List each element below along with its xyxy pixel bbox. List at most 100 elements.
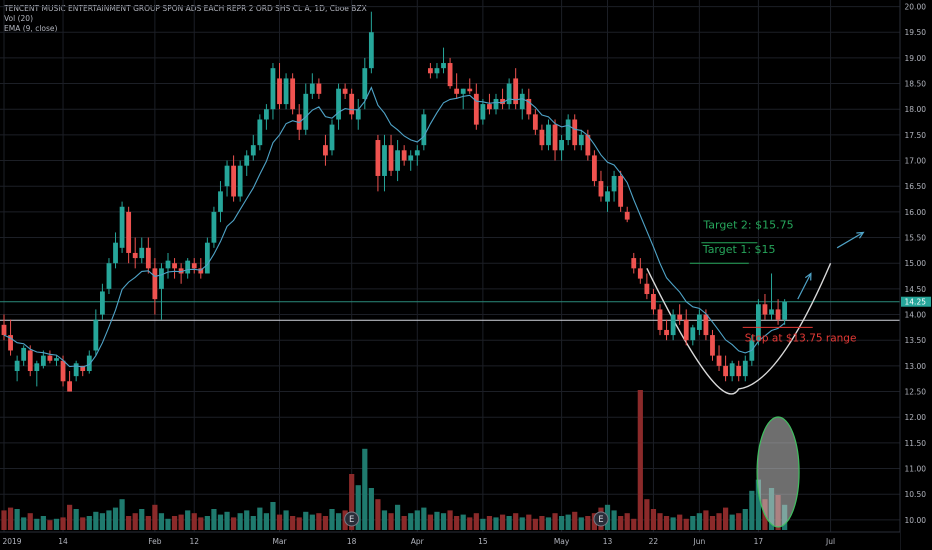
candle	[670, 309, 676, 341]
arrow-to-target1-head	[804, 272, 812, 281]
candle-body	[264, 109, 269, 120]
candle-body	[388, 145, 394, 171]
candle	[152, 258, 158, 315]
candle	[14, 355, 20, 382]
candle-body	[257, 119, 263, 146]
ema-indicator-label[interactable]: EMA (9, close)	[4, 24, 58, 33]
candle-body	[401, 150, 407, 161]
earnings-marker	[593, 511, 609, 527]
volume-bar	[145, 516, 151, 530]
candle	[27, 345, 33, 377]
candle-body	[493, 98, 499, 110]
candle	[244, 150, 250, 176]
annotations[interactable]: Target 2: $15.75 Target 1: $15 Stop at $13…	[689, 219, 865, 345]
volume-bar	[368, 488, 374, 530]
candle	[336, 83, 341, 130]
candle-body	[119, 206, 125, 248]
last-price-badge	[901, 296, 931, 307]
target1-label: Target 1: $15	[702, 243, 776, 256]
candle	[80, 365, 86, 377]
candle-body	[152, 268, 158, 300]
price-tick-label: 12.50	[905, 388, 927, 397]
candle	[637, 258, 643, 284]
candle-body	[204, 242, 210, 274]
candle	[303, 83, 309, 135]
volume-bar	[401, 516, 407, 530]
volume-bar	[709, 516, 716, 530]
price-tick-label: 18.00	[905, 105, 927, 114]
candle-body	[132, 252, 138, 259]
volume-highlight[interactable]	[756, 416, 800, 528]
candle	[723, 355, 728, 382]
candle	[1, 314, 7, 341]
candle-body	[696, 314, 702, 330]
candle-body	[86, 355, 92, 372]
candle-body	[762, 304, 768, 315]
candle-body	[519, 93, 525, 110]
candle	[552, 119, 558, 161]
candle-body	[782, 301, 788, 320]
candle	[375, 134, 381, 192]
volume-bar	[519, 517, 525, 530]
candle	[290, 73, 296, 115]
volume-bar	[729, 514, 735, 530]
volume-bar	[93, 511, 99, 530]
candle	[473, 83, 479, 130]
candle	[447, 57, 453, 89]
candle-body	[506, 83, 512, 105]
horizontal-levels[interactable]	[0, 301, 900, 321]
time-axis[interactable]: 2019 14 Feb 12 Mar 18 Apr 15 May 13 22 Jun 17 Jul	[0, 531, 900, 550]
candle-body	[441, 63, 446, 69]
candle-body	[309, 83, 315, 94]
candle-body	[145, 247, 151, 269]
volume-bar	[158, 513, 165, 530]
candle-body	[54, 358, 59, 361]
time-tick-label: 18	[347, 537, 357, 546]
price-tick-label: 12.00	[905, 413, 927, 422]
time-tick-label: Jul	[825, 537, 835, 546]
candle-body	[349, 93, 355, 115]
candle	[264, 104, 269, 130]
symbol-title[interactable]: TENCENT MUSIC ENTERTAINMENT GROUP SPON A…	[4, 4, 367, 13]
candle-body	[624, 211, 630, 220]
candle-body	[34, 363, 40, 372]
price-axis[interactable]: 20.00 19.50 19.00 18.50 18.00 17.50 17.00 16.50…	[899, 0, 932, 550]
candle	[526, 88, 532, 120]
candle	[119, 201, 125, 253]
candle-body	[244, 155, 250, 166]
candle-body	[565, 119, 571, 141]
candle-body	[605, 191, 610, 202]
candle	[592, 150, 597, 187]
volume-indicator-label[interactable]: Vol (20)	[4, 14, 34, 23]
candle	[578, 129, 584, 151]
volume-bar	[349, 474, 355, 530]
volume-bar	[755, 479, 761, 530]
candle-body	[408, 155, 414, 161]
candle	[487, 93, 492, 115]
candle-body	[428, 68, 433, 74]
price-tick-label: 17.50	[905, 131, 927, 140]
candle-body	[211, 211, 217, 243]
candle-body	[664, 329, 669, 336]
volume-bar	[276, 514, 283, 530]
candle-body	[467, 88, 473, 92]
candle	[21, 345, 27, 366]
candle	[651, 288, 656, 315]
candle	[454, 73, 460, 99]
volume-bar	[657, 513, 663, 530]
candle	[237, 160, 243, 202]
candle-body	[1, 324, 7, 336]
volume-bar	[440, 513, 447, 530]
candle	[736, 360, 742, 382]
volume-bar	[454, 516, 460, 530]
stop-label: Stop at $13.75 range	[745, 332, 857, 344]
candle-body	[14, 360, 20, 372]
price-tick-label: 16.00	[905, 208, 927, 217]
target2-label: Target 2: $15.75	[702, 219, 793, 232]
candles[interactable]	[1, 11, 788, 392]
price-tick-label: 17.00	[905, 157, 927, 166]
volume-bar	[663, 516, 670, 530]
volume-bar	[152, 504, 158, 530]
